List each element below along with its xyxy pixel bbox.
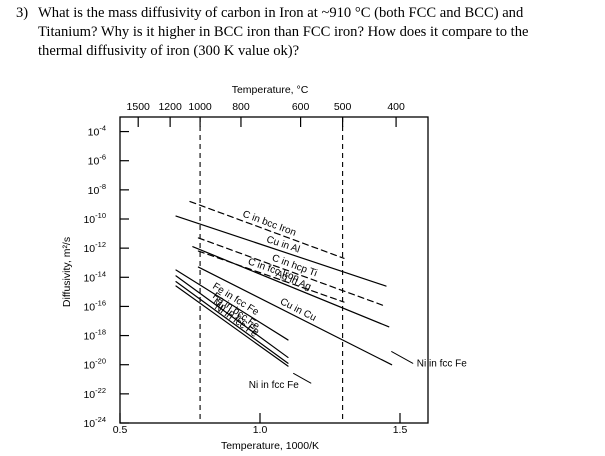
series-line <box>189 200 345 259</box>
plot-frame <box>119 116 429 424</box>
top-tick-label: 500 <box>334 101 352 113</box>
question: 3) What is the mass diffusivity of carbon… <box>16 4 601 61</box>
y-tick-label: 10-16 <box>83 298 106 313</box>
top-tick-label: 1500 <box>127 101 151 113</box>
top-tick-label: 1200 <box>158 101 182 113</box>
annotation-arrow <box>293 372 312 384</box>
question-line-1: 3) What is the mass diffusivity of carbon… <box>16 4 601 23</box>
question-text-3: thermal diffusivity of iron (300 K value… <box>38 43 300 59</box>
y-tick-label: 10-12 <box>83 240 106 255</box>
annotation-arrow <box>391 351 414 364</box>
question-text-2: Titanium? Why is it higher in BCC iron t… <box>38 24 529 40</box>
series-line <box>175 281 289 364</box>
reference-lines <box>199 117 344 423</box>
series-lines <box>175 200 414 384</box>
x-tick-label: 1.0 <box>253 424 268 436</box>
y-axis-title: Diffusivity, m²/s <box>61 237 73 307</box>
x-axis-title: Temperature, 1000/K <box>221 440 319 452</box>
top-axis-title: Temperature, °C <box>232 84 309 96</box>
question-number: 3) <box>16 5 29 21</box>
x-tick-label: 1.5 <box>393 424 408 436</box>
y-tick-label: 10-14 <box>83 269 106 284</box>
y-tick-label: 10-10 <box>83 211 106 226</box>
series-line <box>197 250 345 303</box>
top-tick-label: 800 <box>232 101 250 113</box>
series-line <box>175 269 289 341</box>
y-tick-label: 10-4 <box>88 124 106 139</box>
series-line <box>175 275 289 359</box>
chart-text: 10-4 10-6 10-8 10-10 10-12 10-14 10-16 10-18 10-… <box>61 84 467 452</box>
x-tick-label: 0.5 <box>113 424 128 436</box>
annotation-label: Ni in fcc Fe <box>249 380 299 391</box>
y-tick-label: 10-18 <box>83 328 106 343</box>
question-text-1: What is the mass diffusivity of carbon i… <box>38 5 524 21</box>
y-tick-label: 10-24 <box>83 415 106 430</box>
y-tick-label: 10-8 <box>88 182 106 197</box>
top-tick-label: 1000 <box>188 101 212 113</box>
y-tick-label: 10-6 <box>88 153 106 168</box>
top-tick-label: 600 <box>292 101 310 113</box>
series-line <box>197 266 393 366</box>
y-tick-label: 10-22 <box>83 386 106 401</box>
annotation-label: Ni in fcc Fe <box>417 358 467 369</box>
top-tick-label: 400 <box>387 101 405 113</box>
series-line <box>175 285 289 367</box>
series-line <box>197 237 387 308</box>
series-line <box>175 215 387 287</box>
series-line <box>192 246 390 328</box>
y-tick-label: 10-20 <box>83 357 106 372</box>
